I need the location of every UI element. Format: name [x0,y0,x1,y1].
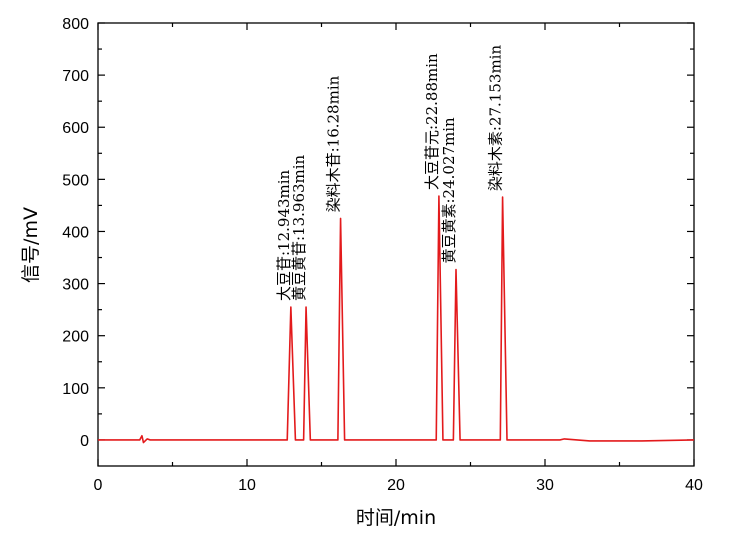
y-tick-label: 0 [80,433,89,450]
y-tick-label: 700 [62,68,89,85]
plot-frame [97,22,695,467]
y-axis-ticks: 0 100 200 300 400 500 600 700 800 [62,16,694,450]
peak-label: 染料木素:27.153min [487,45,505,192]
y-tick-label: 200 [62,329,89,346]
peak-label: 黄豆黄苷:13.963min [290,154,308,301]
peak-label: 大豆苷:12.943min [275,169,293,301]
y-tick-label: 600 [62,120,89,137]
x-tick-label: 30 [536,477,554,494]
x-tick-label: 20 [387,477,405,494]
x-axis-title: 时间/min [356,507,436,529]
peak-label: 染料木苷:16.28min [325,75,343,212]
chromatogram-series-line [98,195,695,444]
x-tick-label: 0 [94,477,103,494]
x-tick-label: 10 [238,477,256,494]
x-tick-label: 40 [685,477,703,494]
y-tick-label: 800 [62,16,89,33]
peak-label: 大豆苷元:22.88min [423,53,441,190]
x-axis-ticks: 0 10 20 30 40 [94,23,703,494]
y-tick-label: 500 [62,172,89,189]
peak-label: 黄豆黄素:24.027min [440,117,458,264]
y-tick-label: 100 [62,381,89,398]
y-tick-label: 300 [62,277,89,294]
y-axis-title: 信号/mV [20,207,42,283]
y-tick-label: 400 [62,224,89,241]
